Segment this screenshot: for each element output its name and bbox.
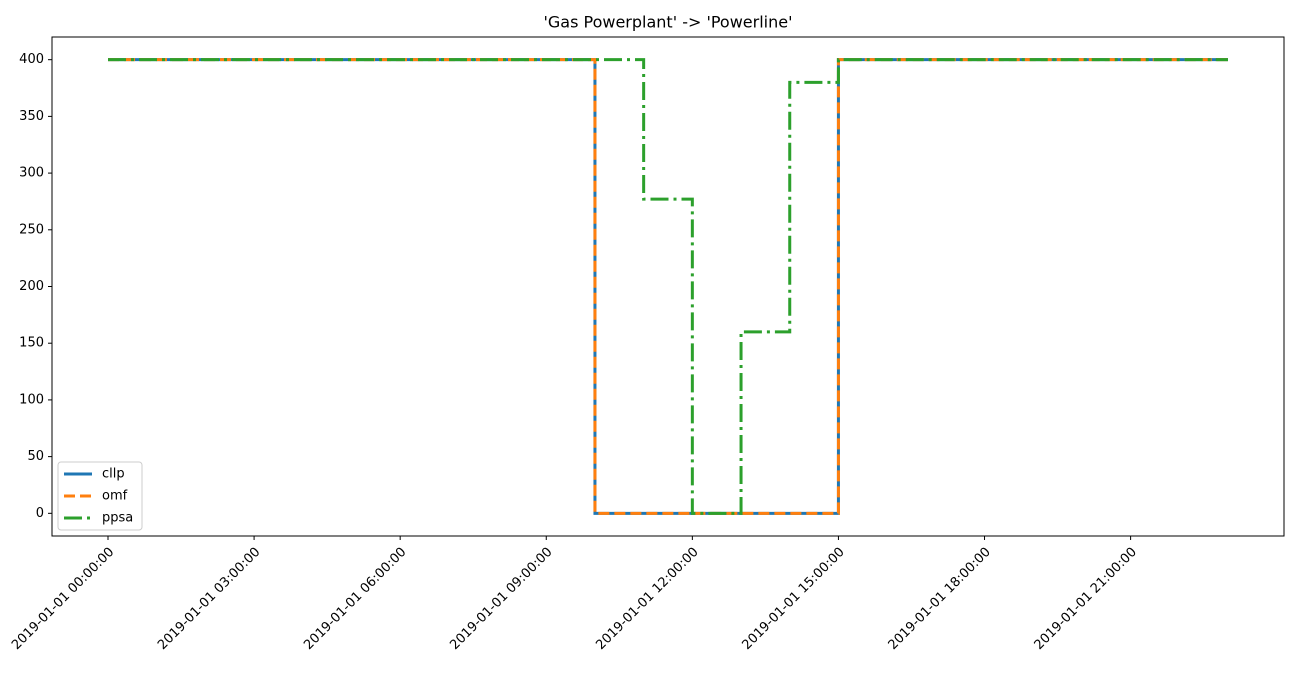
series-line [108,58,1228,515]
x-tick-label: 2019-01-01 00:00:00 [9,545,117,653]
x-tick-label: 2019-01-01 09:00:00 [447,545,555,653]
y-tick-label: 250 [19,222,44,237]
legend-label: cllp [102,467,125,482]
legend-label: ppsa [102,511,133,526]
y-tick-label: 50 [27,449,44,464]
x-tick-label: 2019-01-01 06:00:00 [301,545,409,653]
series-line [108,58,1228,515]
legend-box [57,461,143,531]
plot-frame [51,36,1285,537]
chart-title: 'Gas Powerplant' -> 'Powerline' [543,13,792,32]
series-line [108,58,1228,515]
y-tick-label: 400 [19,52,44,67]
x-tick-label: 2019-01-01 15:00:00 [739,545,847,653]
y-tick-label: 300 [19,166,44,181]
y-tick-label: 0 [36,506,44,521]
y-tick-label: 350 [19,109,44,124]
x-tick-label: 2019-01-01 21:00:00 [1032,545,1140,653]
x-tick-label: 2019-01-01 18:00:00 [886,545,994,653]
y-tick-label: 100 [19,392,44,407]
y-tick-label: 200 [19,279,44,294]
x-tick-label: 2019-01-01 03:00:00 [155,545,263,653]
legend-label: omf [102,489,128,504]
x-tick-label: 2019-01-01 12:00:00 [593,545,701,653]
y-tick-label: 150 [19,336,44,351]
